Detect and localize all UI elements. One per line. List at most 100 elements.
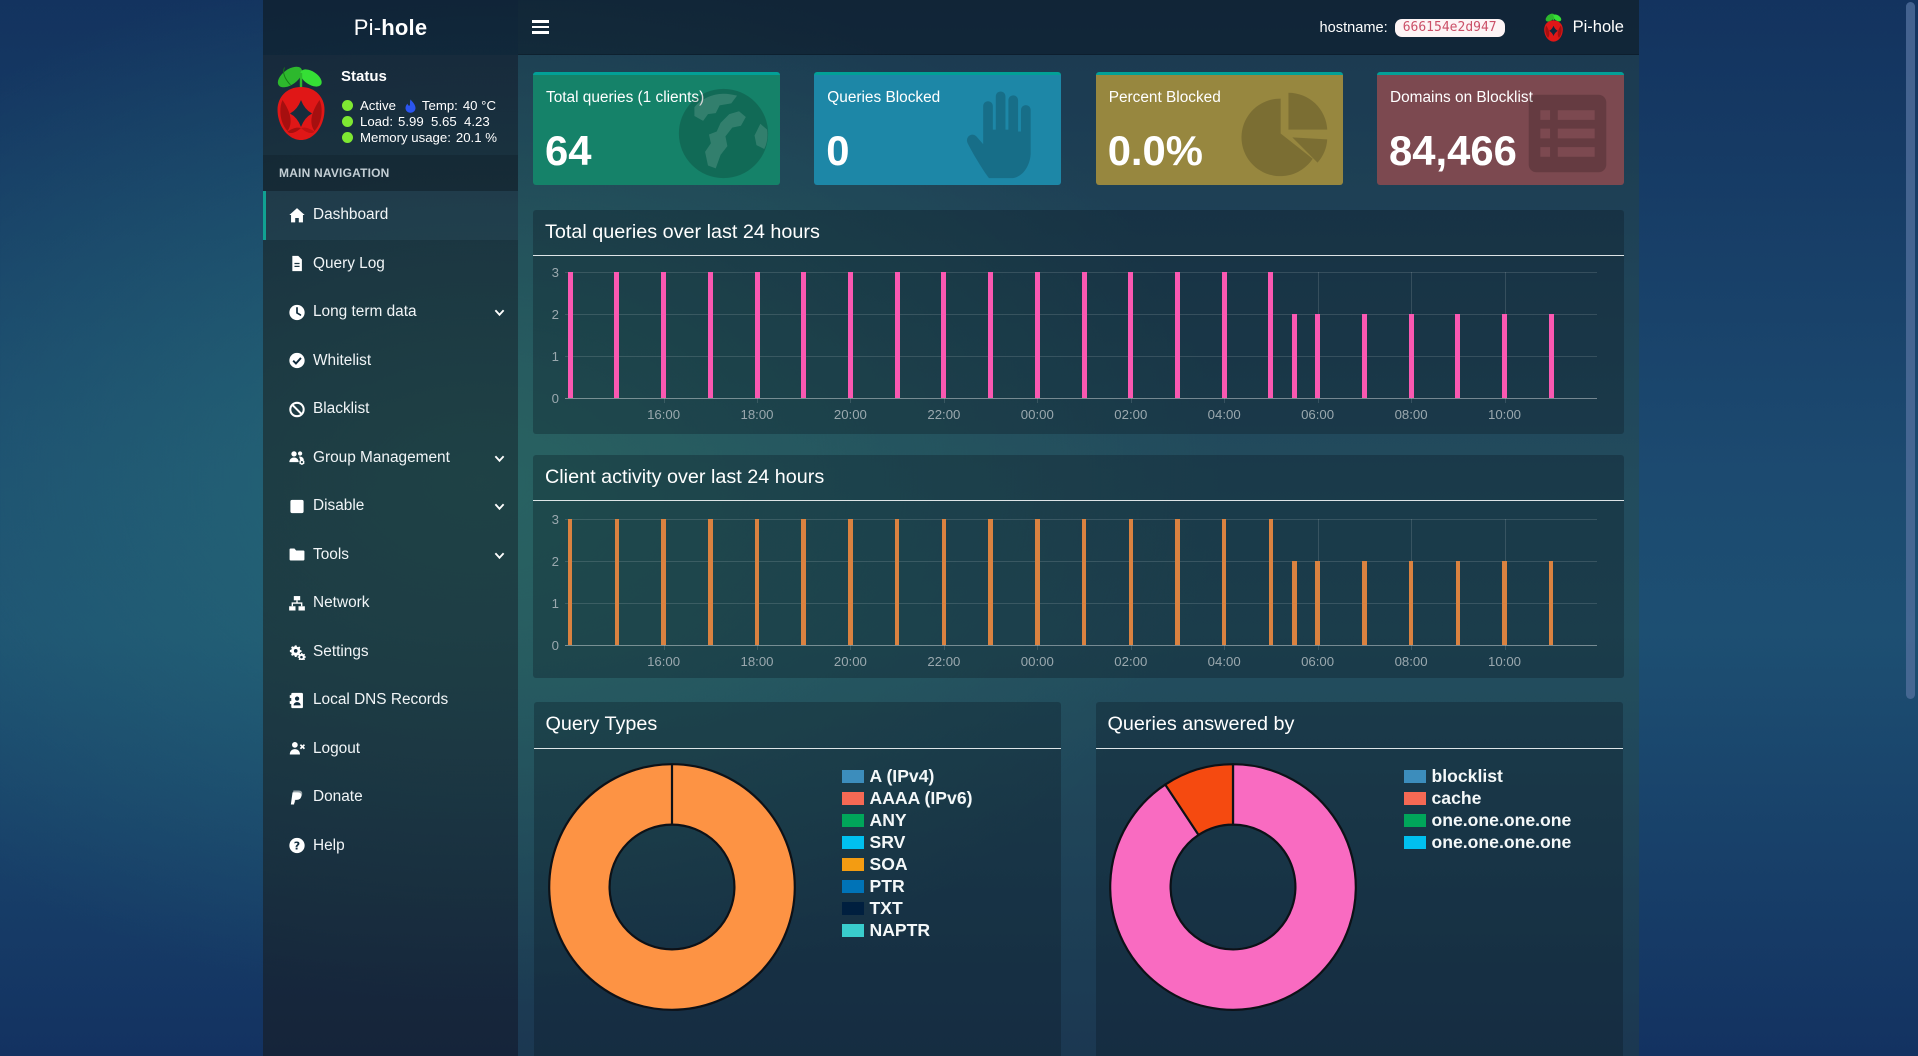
- card-domains-blocklist[interactable]: Domains on Blocklist 84,466: [1377, 72, 1624, 185]
- bar[interactable]: [1175, 272, 1180, 398]
- y-axis-label: 3: [551, 264, 559, 280]
- bar[interactable]: [661, 519, 666, 645]
- sidebar-item-query-log[interactable]: Query Log: [263, 240, 518, 289]
- bar[interactable]: [1221, 272, 1227, 398]
- bar[interactable]: [1408, 561, 1414, 645]
- legend-item[interactable]: PTR: [841, 875, 973, 897]
- card-queries-blocked[interactable]: Queries Blocked 0: [814, 72, 1062, 185]
- bar[interactable]: [1361, 314, 1367, 398]
- bar[interactable]: [1362, 561, 1367, 645]
- legend-item[interactable]: ANY: [841, 809, 973, 831]
- sidebar-item-blacklist[interactable]: Blacklist: [263, 385, 518, 434]
- sidebar-item-disable[interactable]: Disable: [263, 482, 518, 531]
- status-load-label: Load:: [360, 114, 394, 129]
- bar[interactable]: [1128, 519, 1134, 645]
- sidebar-item-settings[interactable]: Settings: [263, 628, 518, 677]
- donut-segment[interactable]: [1163, 763, 1234, 837]
- bar[interactable]: [801, 519, 806, 645]
- bar[interactable]: [708, 519, 713, 645]
- legend-item[interactable]: NAPTR: [841, 919, 973, 941]
- bar[interactable]: [1292, 561, 1297, 645]
- bar[interactable]: [1408, 314, 1414, 398]
- bar[interactable]: [1315, 314, 1321, 398]
- bar[interactable]: [754, 272, 760, 398]
- sidebar-item-long-term-data[interactable]: Long term data: [263, 288, 518, 337]
- sidebar-toggle-icon[interactable]: [532, 20, 549, 35]
- sidebar-item-network[interactable]: Network: [263, 579, 518, 628]
- bar[interactable]: [1455, 314, 1461, 398]
- sidebar-item-help[interactable]: ? Help: [263, 822, 518, 871]
- bar[interactable]: [1268, 272, 1274, 398]
- bar[interactable]: [1502, 314, 1507, 398]
- sidebar-item-whitelist[interactable]: Whitelist: [263, 337, 518, 386]
- legend-item[interactable]: one.one.one.one: [1403, 831, 1571, 853]
- bar[interactable]: [801, 272, 807, 398]
- bar[interactable]: [988, 519, 993, 645]
- card-label: Percent Blocked: [1108, 89, 1221, 106]
- bar[interactable]: [707, 272, 713, 398]
- legend-swatch: [1403, 769, 1426, 783]
- bar[interactable]: [1221, 519, 1227, 645]
- legend-item[interactable]: A (IPv4): [841, 765, 973, 787]
- sidebar-item-logout[interactable]: Logout: [263, 725, 518, 774]
- bar[interactable]: [567, 272, 573, 398]
- bar[interactable]: [754, 519, 760, 645]
- bar[interactable]: [1502, 561, 1507, 645]
- legend-item[interactable]: AAAA (IPv6): [841, 787, 972, 809]
- legend-item[interactable]: SRV: [841, 831, 973, 853]
- donut-segment[interactable]: [1108, 763, 1357, 1011]
- bar[interactable]: [661, 272, 667, 398]
- bar[interactable]: [847, 272, 853, 398]
- gridline: [565, 398, 1597, 399]
- clients-bar-chart[interactable]: 0 1 2 3 16:00 18:00 20:00 22:00 00:00 02:00 04:00 0…: [552, 512, 1597, 669]
- bar[interactable]: [1548, 314, 1554, 398]
- bar[interactable]: [894, 519, 900, 645]
- bar[interactable]: [941, 272, 947, 398]
- bar[interactable]: [1081, 519, 1087, 645]
- bar[interactable]: [1034, 272, 1040, 398]
- bar[interactable]: [941, 519, 947, 645]
- sidebar-item-tools[interactable]: Tools: [263, 531, 518, 580]
- top-navbar: hostname: 666154e2d947 Pi-hole: [518, 0, 1639, 55]
- legend-item[interactable]: TXT: [841, 897, 973, 919]
- legend-item[interactable]: blocklist: [1403, 765, 1572, 787]
- y-axis-label: 2: [551, 306, 559, 322]
- legend-item[interactable]: SOA: [841, 853, 973, 875]
- bar[interactable]: [567, 519, 573, 645]
- bar[interactable]: [1548, 561, 1554, 645]
- bar[interactable]: [1035, 519, 1040, 645]
- bar[interactable]: [1291, 314, 1297, 398]
- bar[interactable]: [894, 272, 900, 398]
- legend-item[interactable]: cache: [1403, 787, 1572, 809]
- panel-title: Query Types: [545, 713, 658, 735]
- sidebar-item-label: Dashboard: [313, 206, 389, 224]
- bar[interactable]: [988, 272, 994, 398]
- scrollbar-thumb[interactable]: [1906, 2, 1915, 699]
- query-types-donut-chart[interactable]: [547, 763, 796, 1011]
- card-total-queries[interactable]: Total queries (1 clients) 64: [533, 72, 780, 185]
- card-percent-blocked[interactable]: Percent Blocked 0.0%: [1095, 72, 1343, 185]
- bar[interactable]: [614, 272, 620, 398]
- donut-segment[interactable]: [547, 763, 796, 1011]
- legend-item[interactable]: one.one.one.one: [1403, 809, 1571, 831]
- sidebar-item-donate[interactable]: Donate: [263, 773, 518, 822]
- chevron-down-icon: [494, 455, 505, 462]
- queries-bar-chart[interactable]: 0 1 2 3 16:00 18:00 20:00 22:00 00:00 02:00 04:00 0…: [552, 265, 1597, 422]
- status-dot-load: [342, 116, 353, 127]
- bar[interactable]: [1081, 272, 1087, 398]
- bar[interactable]: [848, 519, 853, 645]
- brand-logo[interactable]: Pi-hole: [263, 0, 518, 55]
- bar[interactable]: [1128, 272, 1134, 398]
- bar[interactable]: [614, 519, 620, 645]
- sidebar-item-group-management[interactable]: Group Management: [263, 434, 518, 483]
- bar[interactable]: [1455, 561, 1461, 645]
- sidebar-item-local-dns-records[interactable]: Local DNS Records: [263, 676, 518, 725]
- bar[interactable]: [1175, 519, 1180, 645]
- status-row-memory: Memory usage: 20.1 %: [342, 130, 497, 145]
- bar[interactable]: [1268, 519, 1274, 645]
- sidebar-item-dashboard[interactable]: Dashboard: [263, 191, 518, 240]
- answered-by-donut-chart[interactable]: [1108, 763, 1357, 1011]
- bar[interactable]: [1315, 561, 1320, 645]
- brand-bold: hole: [381, 15, 428, 40]
- card-value: 0.0%: [1107, 127, 1203, 174]
